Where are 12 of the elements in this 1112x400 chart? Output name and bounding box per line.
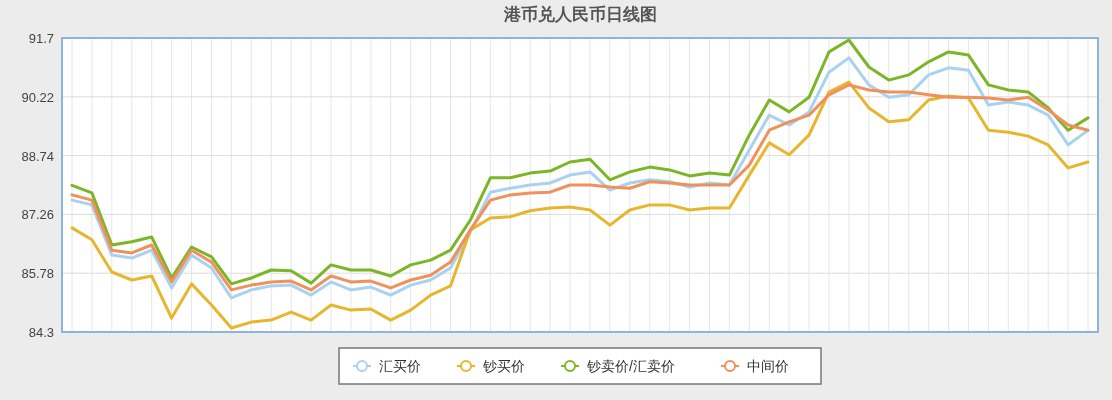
y-tick-label: 91.7 <box>28 31 54 46</box>
legend-label: 汇买价 <box>379 358 421 374</box>
legend-label: 中间价 <box>747 358 789 374</box>
line-series <box>70 80 1090 330</box>
chart-title: 港币兑人民币日线图 <box>502 5 657 24</box>
y-tick-label: 85.78 <box>21 266 54 282</box>
y-tick-label: 87.26 <box>21 207 54 223</box>
y-tick-label: 88.74 <box>21 148 54 164</box>
y-tick-label: 90.22 <box>21 89 54 105</box>
legend-label: 钞卖价/汇卖价 <box>586 358 675 374</box>
y-tick-label: 84.3 <box>28 325 54 340</box>
legend-label: 钞买价 <box>482 358 525 374</box>
